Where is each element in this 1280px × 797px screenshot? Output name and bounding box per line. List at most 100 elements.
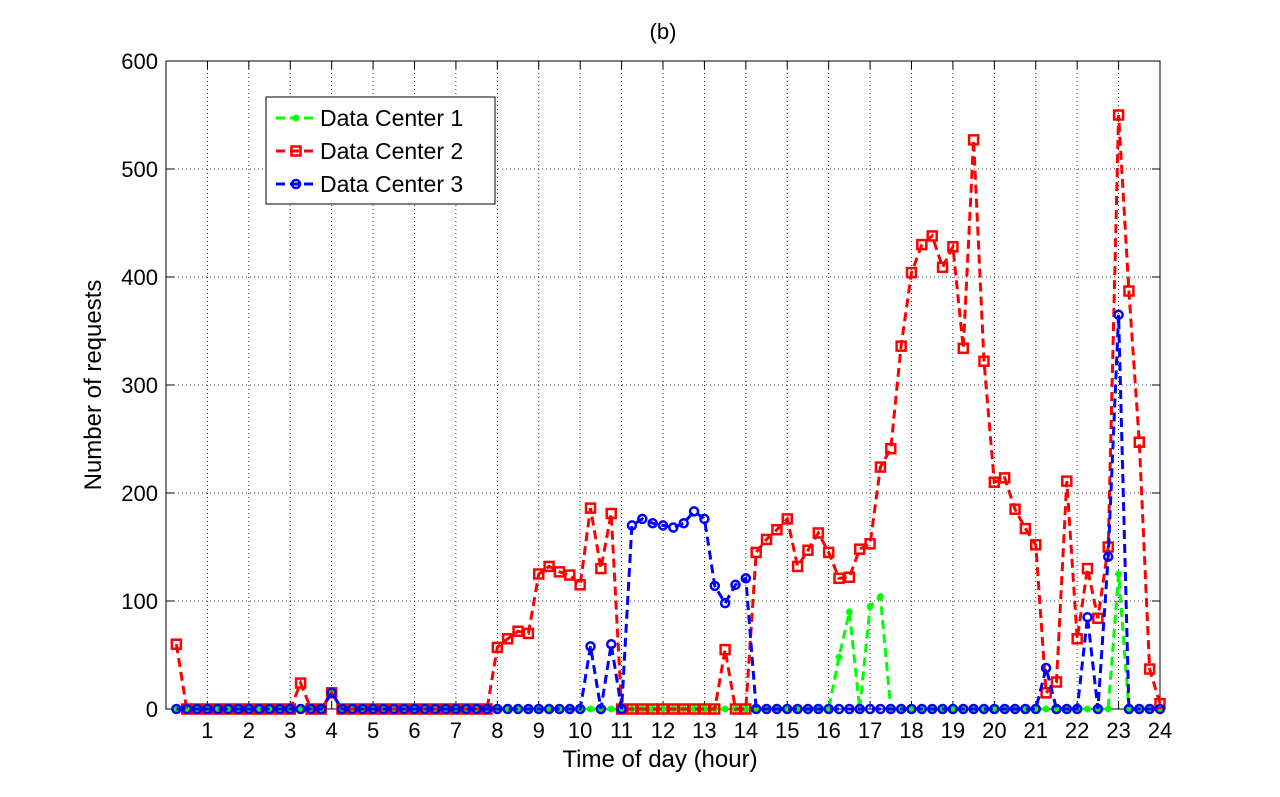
- x-tick-label: 19: [941, 718, 965, 743]
- data-point: [1071, 633, 1083, 645]
- data-point: [481, 703, 493, 715]
- data-point: [699, 513, 710, 525]
- data-point: [1143, 663, 1156, 675]
- data-point: [988, 476, 1001, 488]
- data-point: [719, 597, 731, 609]
- legend-item: Data Center 3: [276, 171, 463, 197]
- legend-marker: [292, 114, 300, 122]
- y-tick-label: 200: [121, 481, 158, 506]
- data-point: [968, 703, 979, 715]
- data-point: [492, 703, 503, 715]
- data-point: [1051, 703, 1062, 715]
- data-point: [750, 546, 762, 559]
- data-point: [978, 355, 990, 367]
- data-point: [1050, 676, 1063, 688]
- x-tick-label: 16: [816, 718, 840, 743]
- series-layer: [170, 109, 1166, 715]
- data-point: [378, 703, 389, 715]
- data-point: [866, 602, 874, 610]
- series-line: [176, 314, 1160, 711]
- data-point: [297, 705, 305, 713]
- legend: Data Center 1 Data Center 2 Data Center 3: [265, 96, 496, 205]
- data-point: [1123, 703, 1135, 715]
- data-point: [1113, 309, 1124, 321]
- y-tick-label: 400: [121, 265, 158, 290]
- data-point: [998, 472, 1011, 484]
- x-tick-label: 10: [568, 718, 592, 743]
- data-point: [512, 703, 524, 715]
- legend-label: Data Center 1: [320, 105, 463, 131]
- data-point: [719, 643, 731, 656]
- data-point: [202, 703, 213, 715]
- data-point: [947, 703, 959, 715]
- y-axis-label: Number of requests: [80, 280, 107, 491]
- data-point: [585, 641, 596, 652]
- y-tick-label: 100: [121, 589, 158, 614]
- series-1: [172, 570, 1164, 713]
- data-point: [1030, 539, 1042, 551]
- data-point: [833, 703, 845, 715]
- data-point: [783, 705, 791, 713]
- data-point: [450, 703, 462, 715]
- data-point: [326, 687, 337, 699]
- data-point: [545, 705, 553, 713]
- data-point: [294, 677, 307, 689]
- data-point: [949, 705, 957, 713]
- data-point: [833, 572, 845, 585]
- data-point: [1009, 503, 1021, 515]
- data-point: [336, 703, 348, 715]
- x-tick-label: 5: [367, 718, 379, 743]
- data-point: [843, 571, 856, 583]
- legend-label: Data Center 3: [320, 171, 463, 197]
- data-point: [813, 703, 824, 715]
- data-point: [823, 703, 834, 715]
- data-point: [1032, 705, 1040, 713]
- data-point: [388, 703, 400, 715]
- data-point: [802, 703, 814, 715]
- data-point: [553, 566, 566, 578]
- data-point: [659, 705, 667, 713]
- data-point: [782, 703, 793, 715]
- data-point: [761, 703, 772, 715]
- data-point: [491, 641, 504, 654]
- data-point: [543, 560, 555, 573]
- data-point: [1115, 570, 1123, 578]
- data-point: [812, 527, 825, 539]
- data-point: [926, 703, 938, 715]
- chart-title: (b): [650, 19, 677, 44]
- legend-marker: [290, 145, 302, 157]
- data-point: [1112, 109, 1125, 121]
- data-point: [1040, 687, 1052, 699]
- data-point: [916, 703, 928, 715]
- data-point: [1019, 522, 1032, 535]
- data-point: [825, 705, 833, 713]
- data-point: [875, 703, 886, 715]
- data-point: [502, 703, 513, 715]
- data-point: [398, 703, 410, 715]
- data-point: [885, 442, 897, 455]
- data-point: [523, 703, 534, 715]
- data-point: [170, 638, 183, 650]
- x-tick-label: 11: [610, 718, 633, 743]
- data-point: [504, 705, 512, 713]
- x-axis-label: Time of day (hour): [562, 746, 757, 773]
- data-point: [760, 533, 773, 546]
- data-point: [700, 705, 708, 713]
- data-point: [1071, 703, 1083, 715]
- data-point: [845, 608, 853, 616]
- data-point: [874, 461, 887, 473]
- data-point: [1040, 662, 1052, 674]
- data-point: [854, 703, 865, 715]
- data-point: [1125, 705, 1133, 713]
- data-point: [533, 568, 545, 580]
- data-point: [183, 705, 191, 713]
- data-point: [1030, 703, 1041, 715]
- data-point: [740, 573, 752, 584]
- data-point: [990, 705, 998, 713]
- data-point: [844, 703, 855, 715]
- data-point: [1092, 703, 1104, 715]
- axis-ticks: 1 2 3 4 5 6 7 8 9 10 11 12 13 14 15 16 17 18 19 20 21 22 23 240…: [121, 49, 1172, 743]
- data-point: [607, 705, 615, 713]
- data-point: [908, 705, 915, 713]
- data-point: [295, 703, 306, 715]
